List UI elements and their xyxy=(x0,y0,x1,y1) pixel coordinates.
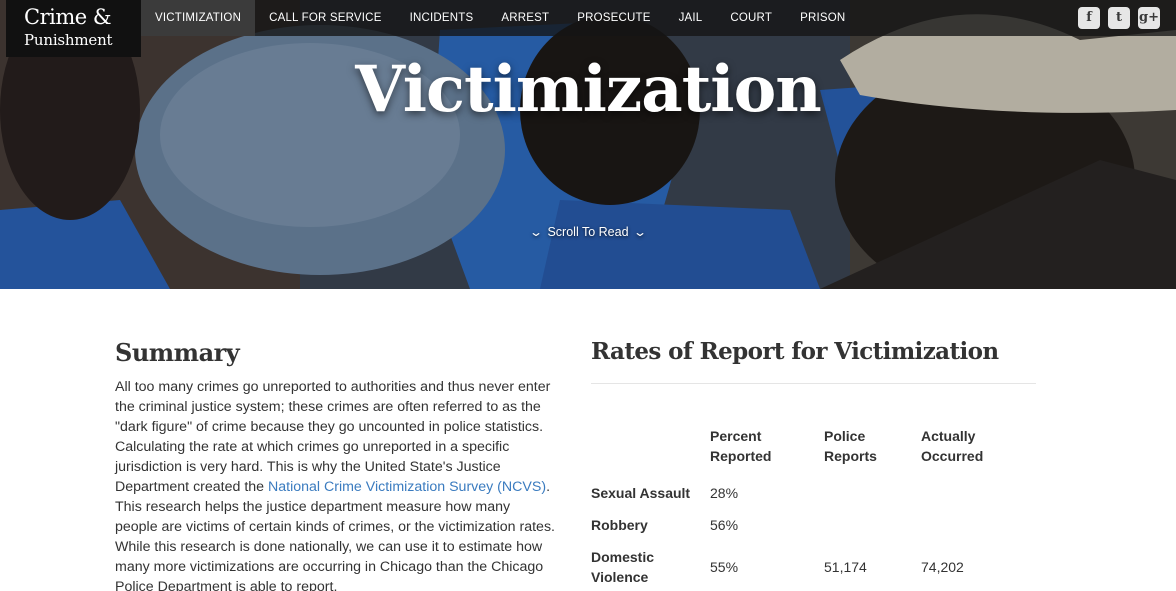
column-header-actually-occurred: Actually Occurred xyxy=(921,428,984,464)
crowd-photo-background xyxy=(0,0,1176,289)
actually-occurred-cell xyxy=(921,477,1031,509)
google-plus-icon[interactable]: g+ xyxy=(1138,7,1160,29)
logo-line-2: Punishment xyxy=(24,31,113,49)
percent-reported-cell: 56% xyxy=(710,517,739,533)
row-label: Domestic Violence xyxy=(591,549,655,585)
facebook-icon[interactable]: f xyxy=(1078,7,1100,29)
chevron-down-icon: ⌄ xyxy=(529,225,544,239)
nav-item-victimization[interactable]: VICTIMIZATION xyxy=(141,0,256,36)
page-title: Victimization xyxy=(355,52,822,127)
table-row: Robbery 56% xyxy=(591,509,1031,541)
logo-line-1: Crime & xyxy=(24,5,112,29)
column-header-percent-reported: Percent Reported xyxy=(710,428,772,464)
chevron-down-icon: ⌄ xyxy=(632,225,647,239)
rates-section: Rates of Report for Victimization Percen… xyxy=(591,338,1036,591)
nav-item-incidents[interactable]: INCIDENTS xyxy=(409,12,474,24)
site-logo[interactable]: Crime & Punishment xyxy=(6,0,141,57)
police-reports-cell: 51,174 xyxy=(824,559,867,575)
table-header-row: Percent Reported Police Reports Actually… xyxy=(591,426,1031,477)
summary-text-part-2: . This research helps the justice depart… xyxy=(115,479,555,591)
actually-occurred-cell xyxy=(921,509,1031,541)
column-header-police-reports: Police Reports xyxy=(824,428,877,464)
percent-reported-cell: 28% xyxy=(710,485,739,501)
social-links: f t g+ xyxy=(1078,7,1160,29)
column-header xyxy=(591,426,710,477)
scroll-to-read[interactable]: ⌄ Scroll To Read ⌄ xyxy=(0,225,1176,239)
summary-text: All too many crimes go unreported to aut… xyxy=(115,377,555,591)
summary-section: Summary All too many crimes go unreporte… xyxy=(115,338,555,591)
scroll-label: Scroll To Read xyxy=(547,225,629,239)
row-label: Robbery xyxy=(591,517,648,533)
nav-item-prison[interactable]: PRISON xyxy=(800,12,846,24)
hero-banner xyxy=(0,0,1176,289)
actually-occurred-cell: 74,202 xyxy=(921,559,964,575)
rates-heading: Rates of Report for Victimization xyxy=(591,338,1036,384)
ncvs-link[interactable]: National Crime Victimization Survey (NCV… xyxy=(268,479,547,495)
nav-item-prosecute[interactable]: PROSECUTE xyxy=(577,12,651,24)
police-reports-cell xyxy=(824,477,921,509)
main-nav: VICTIMIZATION CALL FOR SERVICE INCIDENTS… xyxy=(141,0,1176,36)
table-row: Sexual Assault 28% xyxy=(591,477,1031,509)
summary-heading: Summary xyxy=(115,338,240,367)
nav-item-call-for-service[interactable]: CALL FOR SERVICE xyxy=(269,12,382,24)
row-label: Sexual Assault xyxy=(591,485,691,501)
nav-item-court[interactable]: COURT xyxy=(730,12,773,24)
police-reports-cell xyxy=(824,509,921,541)
nav-item-arrest[interactable]: ARREST xyxy=(501,12,550,24)
twitter-icon[interactable]: t xyxy=(1108,7,1130,29)
percent-reported-cell: 55% xyxy=(710,559,739,575)
summary-text-part-1: All too many crimes go unreported to aut… xyxy=(115,379,551,495)
nav-item-jail[interactable]: JAIL xyxy=(678,12,703,24)
table-row: Domestic Violence 55% 51,174 74,202 xyxy=(591,541,1031,591)
rates-table: Percent Reported Police Reports Actually… xyxy=(591,426,1031,591)
